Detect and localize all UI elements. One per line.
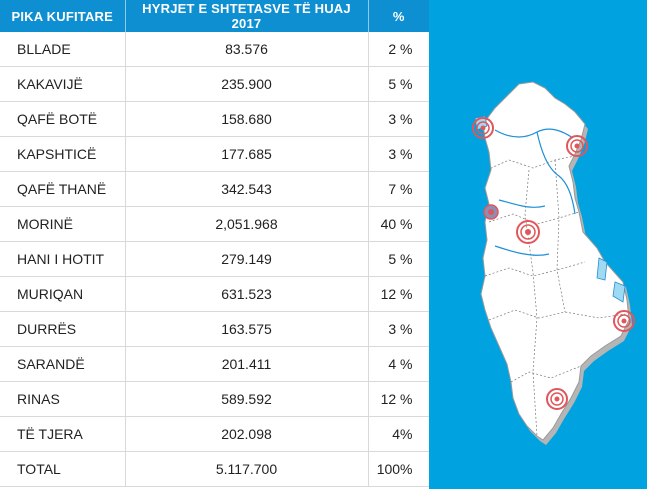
percent-value: 3 % <box>368 311 430 347</box>
crossing-name: TË TJERA <box>0 416 126 452</box>
column-header-percent: % <box>368 0 429 32</box>
entries-value: 201.411 <box>125 346 369 382</box>
percent-value: 7 % <box>368 171 430 207</box>
lake-prespa <box>612 281 626 303</box>
table-row: KAKAVIJË 235.900 5 % <box>0 66 430 102</box>
table-row: DURRËS 163.575 3 % <box>0 311 430 347</box>
table-row: HANI I HOTIT 279.149 5 % <box>0 241 430 277</box>
rivers <box>494 128 576 256</box>
albania-map-panel <box>429 0 647 489</box>
entries-value: 342.543 <box>125 171 369 207</box>
target-marker-icon <box>613 310 635 332</box>
crossing-name: QAFË THANË <box>0 171 126 207</box>
crossing-name: KAPSHTICË <box>0 136 126 172</box>
crossing-name: KAKAVIJË <box>0 66 126 102</box>
percent-value: 12 % <box>368 381 430 417</box>
table-row: QAFË BOTË 158.680 3 % <box>0 101 430 137</box>
entries-value: 2,051.968 <box>125 206 369 242</box>
target-marker-icon <box>516 220 540 244</box>
table-row: KAPSHTICË 177.685 3 % <box>0 136 430 172</box>
table-row: MURIQAN 631.523 12 % <box>0 276 430 312</box>
percent-value: 12 % <box>368 276 430 312</box>
border-crossings-table: PIKA KUFITARE HYRJET E SHTETASVE TË HUAJ… <box>0 0 430 489</box>
table-row: MORINË 2,051.968 40 % <box>0 206 430 242</box>
percent-value: 3 % <box>368 136 430 172</box>
column-header-crossing: PIKA KUFITARE <box>0 0 126 32</box>
target-marker-icon <box>546 388 568 410</box>
crossing-name: RINAS <box>0 381 126 417</box>
total-entries-value: 5.117.700 <box>125 451 369 487</box>
crossing-name: DURRËS <box>0 311 126 347</box>
table-row: TË TJERA 202.098 4% <box>0 416 430 452</box>
entries-value: 631.523 <box>125 276 369 312</box>
entries-value: 279.149 <box>125 241 369 277</box>
percent-value: 3 % <box>368 101 430 137</box>
percent-value: 4 % <box>368 346 430 382</box>
total-percent-value: 100% <box>368 451 430 487</box>
percent-value: 5 % <box>368 66 430 102</box>
entries-value: 235.900 <box>125 66 369 102</box>
crossing-name: HANI I HOTIT <box>0 241 126 277</box>
column-header-entries: HYRJET E SHTETASVE TË HUAJ 2017 <box>125 0 369 32</box>
percent-value: 40 % <box>368 206 430 242</box>
target-marker-icon <box>566 135 588 157</box>
albania-map <box>472 81 635 445</box>
entries-value: 83.576 <box>125 32 369 67</box>
table-row: QAFË THANË 342.543 7 % <box>0 171 430 207</box>
table-row: BLLADE 83.576 2 % <box>0 32 430 67</box>
entries-value: 202.098 <box>125 416 369 452</box>
table-row: SARANDË 201.411 4 % <box>0 346 430 382</box>
crossing-name: MURIQAN <box>0 276 126 312</box>
table-total-row: TOTAL 5.117.700 100% <box>0 451 430 487</box>
entries-value: 177.685 <box>125 136 369 172</box>
target-marker-icon <box>483 204 499 220</box>
lake-ohrid <box>596 257 608 281</box>
country-outline <box>480 81 630 441</box>
entries-value: 163.575 <box>125 311 369 347</box>
table-header-row: PIKA KUFITARE HYRJET E SHTETASVE TË HUAJ… <box>0 0 429 32</box>
entries-value: 158.680 <box>125 101 369 137</box>
total-label: TOTAL <box>0 451 126 487</box>
percent-value: 5 % <box>368 241 430 277</box>
target-marker-icon <box>472 117 494 139</box>
percent-value: 2 % <box>368 32 430 67</box>
crossing-name: SARANDË <box>0 346 126 382</box>
table-row: RINAS 589.592 12 % <box>0 381 430 417</box>
crossing-name: MORINË <box>0 206 126 242</box>
entries-value: 589.592 <box>125 381 369 417</box>
crossing-name: BLLADE <box>0 32 126 67</box>
percent-value: 4% <box>368 416 430 452</box>
crossing-name: QAFË BOTË <box>0 101 126 137</box>
